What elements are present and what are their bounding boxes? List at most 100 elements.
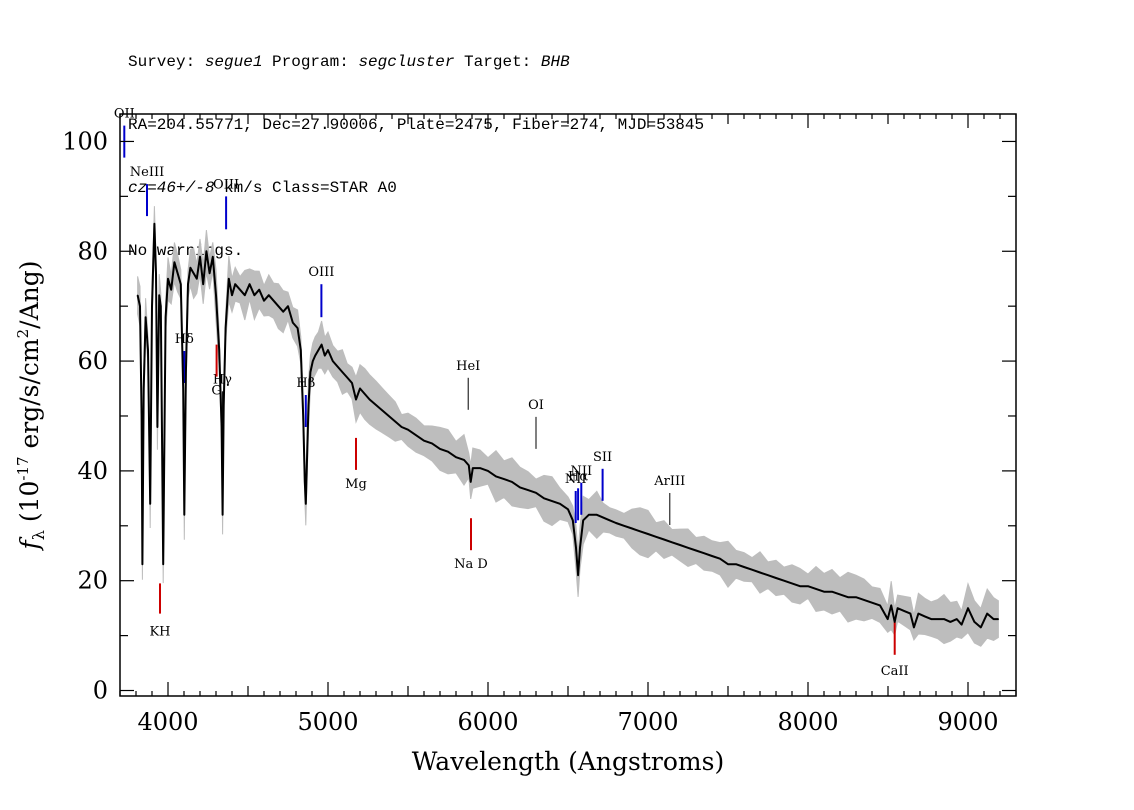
spectral-line-label: OI	[528, 398, 544, 413]
flux-point	[165, 316, 167, 318]
flux-point	[155, 272, 157, 274]
y-axis-exponent-2: 2	[14, 329, 32, 339]
flux-point	[767, 574, 769, 576]
y-tick-label: 20	[77, 567, 108, 595]
flux-point	[401, 426, 403, 428]
flux-point	[324, 355, 326, 357]
flux-point	[309, 371, 311, 373]
flux-point	[151, 305, 153, 307]
flux-point	[543, 497, 545, 499]
flux-point	[751, 569, 753, 571]
flux-point	[823, 591, 825, 593]
flux-point	[719, 558, 721, 560]
flux-point	[327, 349, 329, 351]
spectral-line-label: CaII	[881, 664, 909, 679]
flux-point	[602, 517, 604, 519]
flux-point	[375, 404, 377, 406]
spectral-line-label: G	[211, 384, 221, 399]
y-tick-label: 40	[77, 457, 108, 485]
y-axis-units-close: /Ang)	[15, 260, 44, 328]
flux-point	[253, 294, 255, 296]
flux-point	[973, 621, 976, 623]
flux-point	[364, 393, 366, 395]
flux-point	[455, 456, 457, 458]
flux-point	[831, 591, 833, 593]
flux-point	[559, 503, 561, 505]
flux-point	[695, 549, 697, 552]
flux-point	[173, 261, 175, 263]
flux-point	[287, 305, 289, 307]
header-line-coordinates: RA=204.55771, Dec=27.90006, Plate=2475, …	[128, 116, 705, 134]
flux-point	[479, 467, 481, 469]
spectral-line-label: OIII	[308, 265, 334, 280]
flux-point	[431, 442, 433, 444]
flux-point	[577, 574, 579, 576]
flux-point	[879, 604, 881, 607]
flux-point	[202, 283, 204, 285]
header-line-survey: Survey: segue1 Program: segcluster Targe…	[128, 52, 704, 73]
flux-point	[909, 613, 912, 615]
flux-point	[297, 327, 299, 329]
flux-point	[463, 459, 465, 461]
flux-point	[980, 626, 982, 629]
noise-band	[137, 206, 999, 647]
flux-point	[394, 420, 396, 423]
flux-point	[170, 289, 172, 291]
target-label: Target:	[454, 53, 541, 71]
flux-point	[317, 349, 319, 351]
flux-point	[346, 376, 348, 379]
target-value: BHB	[540, 53, 570, 71]
flux-point	[153, 223, 155, 225]
y-tick-label: 80	[77, 237, 108, 265]
spectral-line-label: SII	[593, 450, 612, 465]
x-tick-label: 4000	[137, 708, 198, 736]
flux-point	[887, 618, 889, 620]
spectral-line-label: Hγ	[213, 372, 232, 387]
flux-point	[961, 624, 963, 626]
x-tick-label: 5000	[297, 708, 358, 736]
flux-point	[487, 470, 489, 472]
flux-point	[209, 272, 211, 274]
spectral-line-label: NeIII	[130, 165, 164, 180]
flux-point	[162, 563, 164, 565]
flux-point	[470, 481, 472, 483]
flux-point	[199, 256, 201, 258]
flux-point	[185, 371, 187, 373]
flux-point	[949, 621, 952, 623]
spectral-line-label: NII	[570, 464, 592, 479]
flux-point	[407, 429, 409, 431]
flux-point	[703, 552, 705, 554]
flux-point	[193, 272, 195, 274]
flux-point	[511, 481, 513, 483]
flux-point	[341, 371, 343, 373]
flux-point	[799, 585, 801, 587]
y-axis-title: fλ (10-17 erg/s/cm2/Ang)	[14, 260, 48, 551]
x-tick-label: 8000	[777, 708, 838, 736]
flux-point	[631, 527, 633, 530]
flux-point	[139, 305, 141, 307]
flux-point	[234, 283, 236, 285]
flux-point	[847, 596, 849, 598]
flux-point	[423, 440, 425, 442]
flux-point	[223, 404, 225, 406]
flux-point	[791, 582, 793, 585]
y-tick-label: 100	[62, 127, 108, 155]
flux-point	[839, 593, 841, 596]
spectral-line-label: Na D	[454, 557, 488, 572]
flux-point	[472, 467, 474, 469]
spectrum-header: Survey: segue1 Program: segcluster Targe…	[128, 10, 704, 283]
flux-point	[655, 536, 657, 538]
flux-point	[671, 541, 673, 543]
flux-point	[503, 478, 505, 480]
x-tick-label: 6000	[457, 708, 518, 736]
flux-point	[647, 533, 649, 535]
survey-value: segue1	[204, 53, 263, 71]
flux-point	[160, 305, 162, 307]
spectral-line-label: ArIII	[653, 474, 685, 489]
flux-point	[527, 489, 529, 491]
flux-point	[177, 272, 179, 274]
flux-point	[743, 566, 745, 568]
flux-point	[277, 305, 279, 307]
flux-point	[222, 514, 224, 516]
flux-point	[196, 278, 198, 280]
